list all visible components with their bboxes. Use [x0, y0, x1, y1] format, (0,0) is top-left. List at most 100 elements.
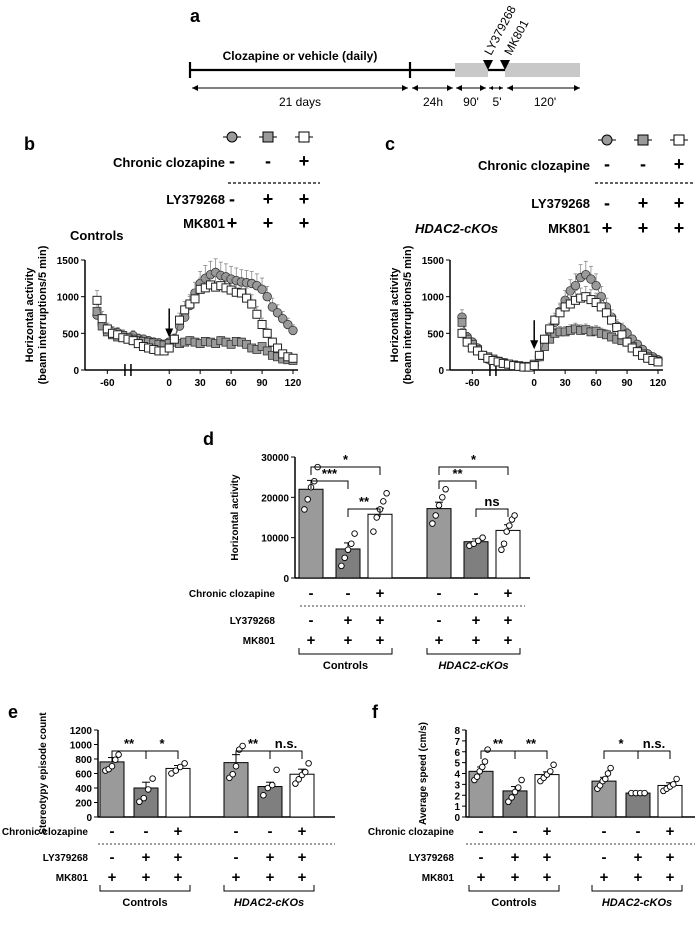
point-b-2-35 [273, 343, 283, 353]
sig-bracket-d-2 [347, 508, 381, 517]
dot-e-4-2 [268, 781, 276, 789]
y-tick-label-e-0: 0 [86, 813, 92, 824]
legend-square-b-2 [298, 131, 310, 143]
point-b-2-0 [92, 295, 102, 305]
sign-d-1-0: - [309, 612, 314, 629]
row-label-f-0: Chronic clozapine [368, 827, 455, 838]
treatment-table-b: Chronic clozapine LY379268 MK801 Control… [70, 155, 320, 243]
sign-f-1-1: + [511, 849, 520, 866]
dot-e-5-4 [305, 760, 312, 767]
duration-24h: 24h [423, 95, 443, 109]
sign-c-2-2: + [674, 218, 685, 238]
sign-e-0-1: - [144, 823, 149, 840]
dot-f-5-3 [670, 781, 677, 788]
dot-f-4-3 [641, 789, 648, 797]
bar-e-3 [223, 762, 249, 818]
dot-e-3-2 [232, 763, 240, 770]
panel-label-c: c [385, 134, 395, 154]
point-c-2-0 [457, 328, 467, 338]
point-c-2-38 [653, 357, 663, 367]
sign-e-0-0: - [110, 823, 115, 840]
dot-f-1-3 [515, 784, 522, 791]
sign-e-1-1: + [142, 849, 151, 866]
bar-d-1 [335, 548, 361, 579]
dot-f-3-3 [602, 775, 609, 783]
timeline: Clozapine or vehicle (daily) LY379268 MK… [188, 3, 580, 109]
sig-label-d-5: ns [484, 494, 499, 509]
dot-d-5-3 [506, 522, 513, 529]
dot-f-0-1 [473, 773, 481, 781]
dot-e-2-3 [181, 760, 188, 767]
sign-e-0-2: + [174, 823, 183, 840]
point-b-0-32 [257, 284, 267, 295]
y-tick-label-c-1000: 1000 [422, 293, 445, 304]
point-b-1-33 [262, 346, 272, 356]
legend-circle-c [601, 134, 613, 146]
point-b-0-35 [272, 308, 283, 318]
dot-e-4-3 [273, 766, 280, 774]
sig-label-e-2: ** [248, 736, 259, 751]
dot-f-2-3 [547, 768, 554, 775]
dot-d-5-2 [503, 528, 510, 535]
sig-bracket-f-3 [637, 750, 671, 759]
sign-e-0-4: - [268, 823, 273, 840]
injection-arrowhead-c [530, 340, 539, 350]
y-label-2-b: (beam interruptions/5 min) [37, 245, 49, 384]
y-tick-label-f-6: 6 [454, 748, 460, 759]
sign-c-2-1: + [638, 218, 649, 238]
sign-f-0-1: - [513, 823, 518, 840]
controls-label-b: Controls [70, 228, 123, 243]
dot-f-1-1 [508, 794, 515, 801]
x-tick-label-c-60: 60 [591, 378, 603, 389]
x-tick-label-c-90: 90 [621, 378, 633, 389]
y-tick-label-f-2: 2 [454, 791, 460, 802]
sig-label-e-3: n.s. [275, 736, 297, 751]
point-b-2-31 [252, 309, 262, 319]
group-bracket-d-1 [426, 648, 521, 655]
dot-f-5-4 [673, 775, 680, 783]
duration-120: 120' [534, 95, 556, 109]
x-tick-label-c--60: -60 [465, 378, 480, 389]
sig-bracket-d-4 [438, 466, 509, 475]
sign-b-2-0: + [227, 213, 238, 233]
point-b-2-14 [164, 343, 174, 353]
dot-f-3-4 [604, 770, 612, 777]
y-tick-label-b-1000: 1000 [57, 293, 80, 304]
point-c-2-29 [607, 315, 617, 325]
sign-b-2-1: + [263, 213, 274, 233]
point-c-2-32 [622, 337, 632, 347]
sig-label-d-3: ** [452, 466, 463, 481]
y-label-2-c: (beam interruptions/5 min) [402, 245, 414, 384]
sign-d-0-0: - [309, 585, 314, 602]
point-b-2-1 [97, 314, 107, 324]
row-label-d-1: LY379268 [230, 616, 276, 627]
sign-e-2-4: + [266, 869, 275, 886]
sig-label-d-1: * [343, 452, 349, 467]
group-bracket-e-1 [223, 885, 315, 892]
y-tick-label-d-30000: 30000 [261, 453, 289, 464]
point-c-0-22 [570, 280, 581, 291]
dot-e-1-2 [144, 786, 152, 793]
x-tick-label-b-120: 120 [285, 378, 302, 389]
point-b-2-19 [190, 294, 200, 304]
sig-bracket-f-2 [603, 750, 639, 759]
legend-square-b-1 [262, 131, 274, 143]
dot-e-5-3 [302, 768, 309, 776]
sig-bracket-d-3 [438, 480, 477, 489]
bar-d-0 [298, 488, 324, 579]
y-tick-label-f-7: 7 [454, 737, 460, 748]
dot-d-2-1 [373, 514, 380, 521]
sign-e-1-4: + [266, 849, 275, 866]
point-c-2-30 [612, 322, 622, 332]
point-b-0-34 [267, 302, 278, 312]
sig-bracket-d-0 [310, 480, 349, 489]
dot-f-2-4 [550, 761, 557, 769]
sign-d-2-3: + [435, 632, 444, 649]
chronic-clozapine-label-b: Chronic clozapine [113, 155, 225, 170]
dot-d-2-4 [383, 490, 390, 497]
sig-bracket-d-5 [475, 508, 509, 517]
sign-e-2-0: + [108, 869, 117, 886]
bar-d-3 [426, 508, 452, 579]
dot-d-5-5 [511, 512, 518, 519]
dot-d-1-1 [341, 554, 348, 562]
